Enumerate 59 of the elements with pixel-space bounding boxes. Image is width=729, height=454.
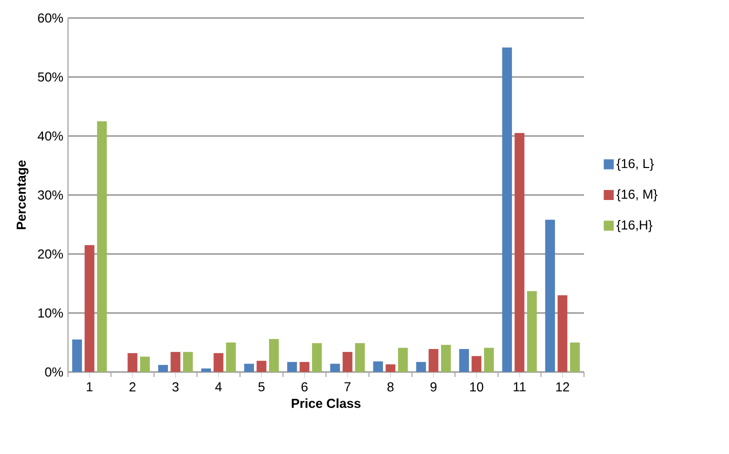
y-tick-label: 10% [38,308,63,318]
bar [330,364,340,372]
y-tick-label: 50% [38,72,63,82]
bar [484,348,494,372]
y-tick-label: 30% [38,190,63,200]
x-tick-label: 9 [430,382,436,392]
legend-label: {16, M} [616,189,658,202]
bar [226,342,236,372]
bar [558,295,568,372]
bar [342,352,352,372]
legend-label: {16,H} [616,220,652,232]
bar [570,342,580,372]
bar [158,364,168,372]
x-tick-label: 10 [470,382,484,392]
x-tick-label: 7 [344,382,350,392]
x-tick-label: 8 [387,382,394,392]
bar [269,338,279,372]
x-tick-label: 11 [514,382,526,392]
bar [256,360,266,372]
x-tick-label: 3 [172,382,179,392]
x-tick-label: 5 [258,382,265,392]
bar [140,356,150,372]
x-tick-label: 1 [86,382,92,392]
bar [84,245,94,372]
bar [170,352,180,372]
bar [416,362,426,372]
bar [428,348,438,372]
bar [72,340,82,372]
y-tick-label: 40% [38,131,63,141]
x-tick-label: 4 [215,382,222,392]
bar [312,343,322,372]
bar [287,362,297,372]
bar [355,343,365,372]
bar [128,353,138,372]
bar [214,353,224,372]
bar [459,348,469,372]
bar [441,344,451,372]
bar [527,291,537,372]
y-axis-title: Percentage [16,160,28,230]
bar [398,348,408,372]
bar [300,362,310,372]
x-tick-label: 12 [556,382,570,392]
legend-label: {16, L} [616,158,654,171]
bar [502,48,512,372]
y-tick-label: 20% [38,249,63,259]
y-tick-label: 0% [45,367,63,377]
x-tick-label: 2 [130,382,136,392]
bar [386,364,396,372]
bar [472,356,482,372]
x-tick-label: 6 [302,382,308,392]
bar [545,220,555,372]
y-tick-label: 60% [38,13,63,23]
bar [201,368,211,372]
bar [514,133,524,372]
x-axis-title: Price Class [292,398,360,408]
bar [244,364,254,372]
bar [373,361,383,372]
bar [97,121,107,372]
bar [183,352,193,372]
